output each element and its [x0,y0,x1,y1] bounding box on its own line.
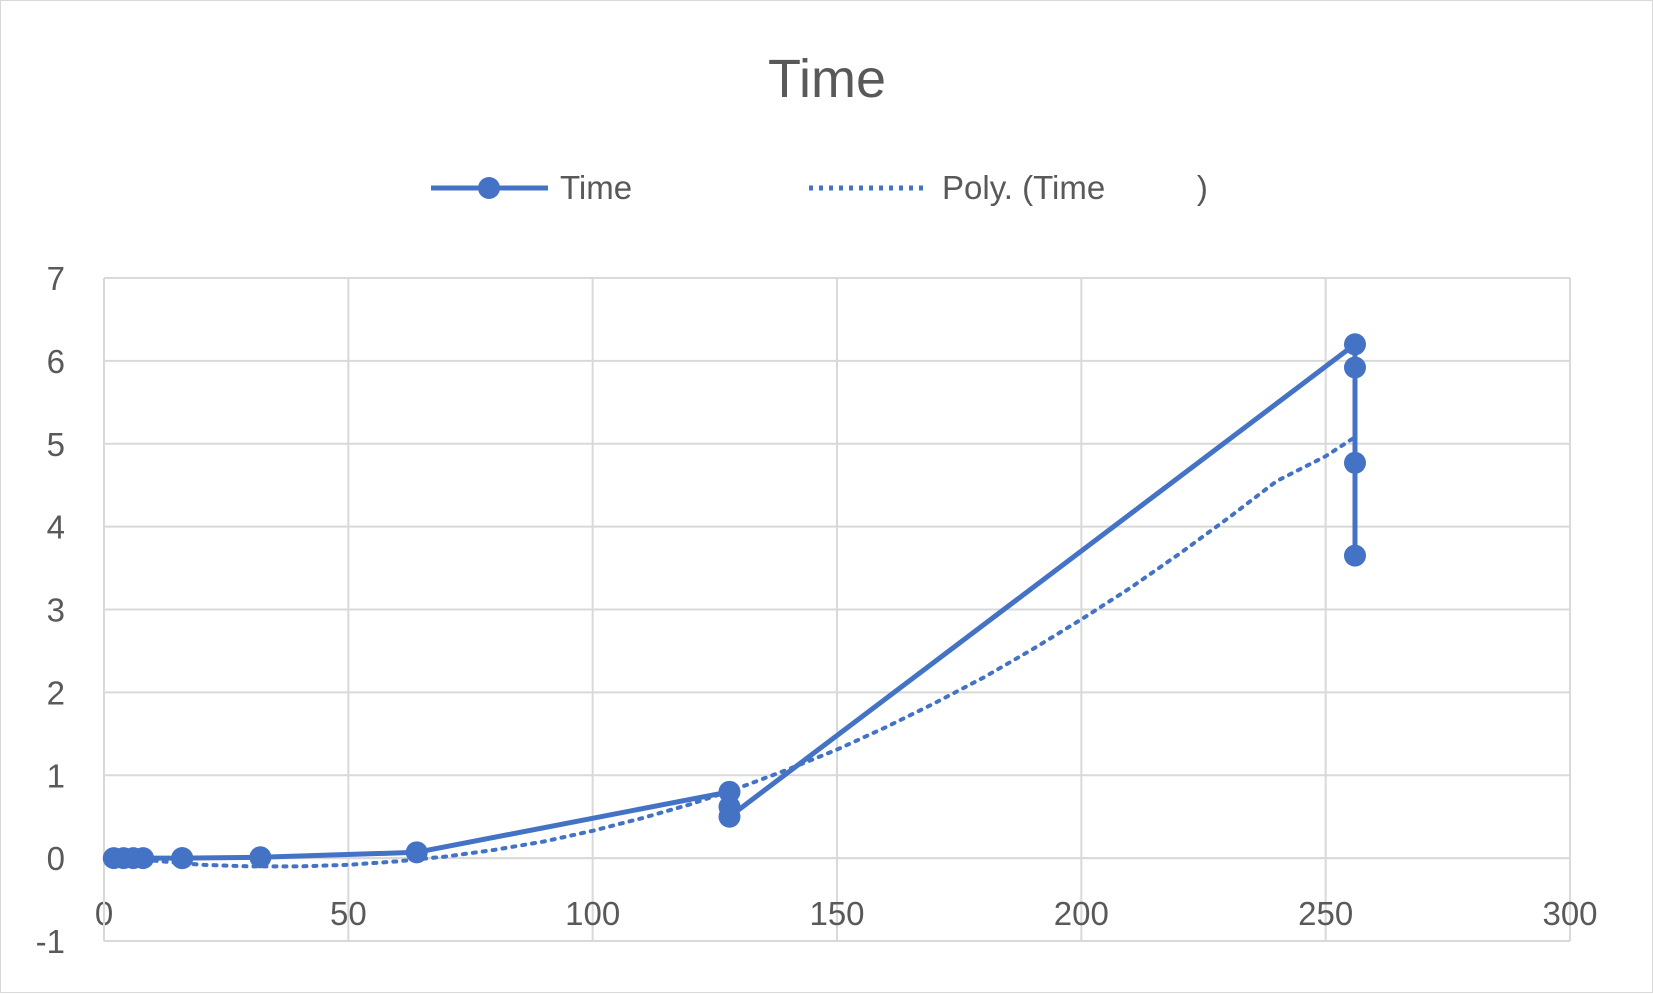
data-point-time-14 [1343,544,1366,567]
x-tick-label-200: 200 [1054,895,1109,932]
y-tick-label-6: 6 [47,343,65,380]
y-tick-label-0: 0 [47,840,65,877]
x-tick-label-150: 150 [809,895,864,932]
data-point-time-13 [1343,451,1366,474]
x-tick-label-300: 300 [1542,895,1597,932]
y-tick-label-1: 1 [47,757,65,794]
legend: Time Poly. (Time ) [431,169,1208,206]
series-line-time [113,341,1358,861]
data-point-time-12 [1343,356,1366,379]
y-tick-label--1: -1 [36,923,65,960]
y-tick-label-4: 4 [47,509,65,546]
legend-item-poly-trendline[interactable]: Poly. (Time ) [809,169,1208,206]
legend-label-poly: Poly. (Time ) [942,169,1208,206]
y-tick-label-3: 3 [47,592,65,629]
y-tick-label-7: 7 [47,260,65,297]
data-point-time-11 [1343,333,1366,356]
y-tick-label-2: 2 [47,674,65,711]
plot-area [102,333,1366,870]
data-point-time-10 [718,805,741,828]
x-tick-label-100: 100 [565,895,620,932]
y-tick-label-5: 5 [47,426,65,463]
data-point-time-6 [249,846,272,869]
data-point-time-5 [171,847,194,870]
legend-marker [478,177,500,199]
series-trendline-poly [111,435,1357,869]
chart-title: Time [768,49,886,109]
legend-item-time[interactable]: Time [431,169,632,206]
x-tick-label-50: 50 [330,895,367,932]
gridlines [103,277,1571,942]
x-tick-label-250: 250 [1298,895,1353,932]
legend-label-time: Time [560,169,632,206]
